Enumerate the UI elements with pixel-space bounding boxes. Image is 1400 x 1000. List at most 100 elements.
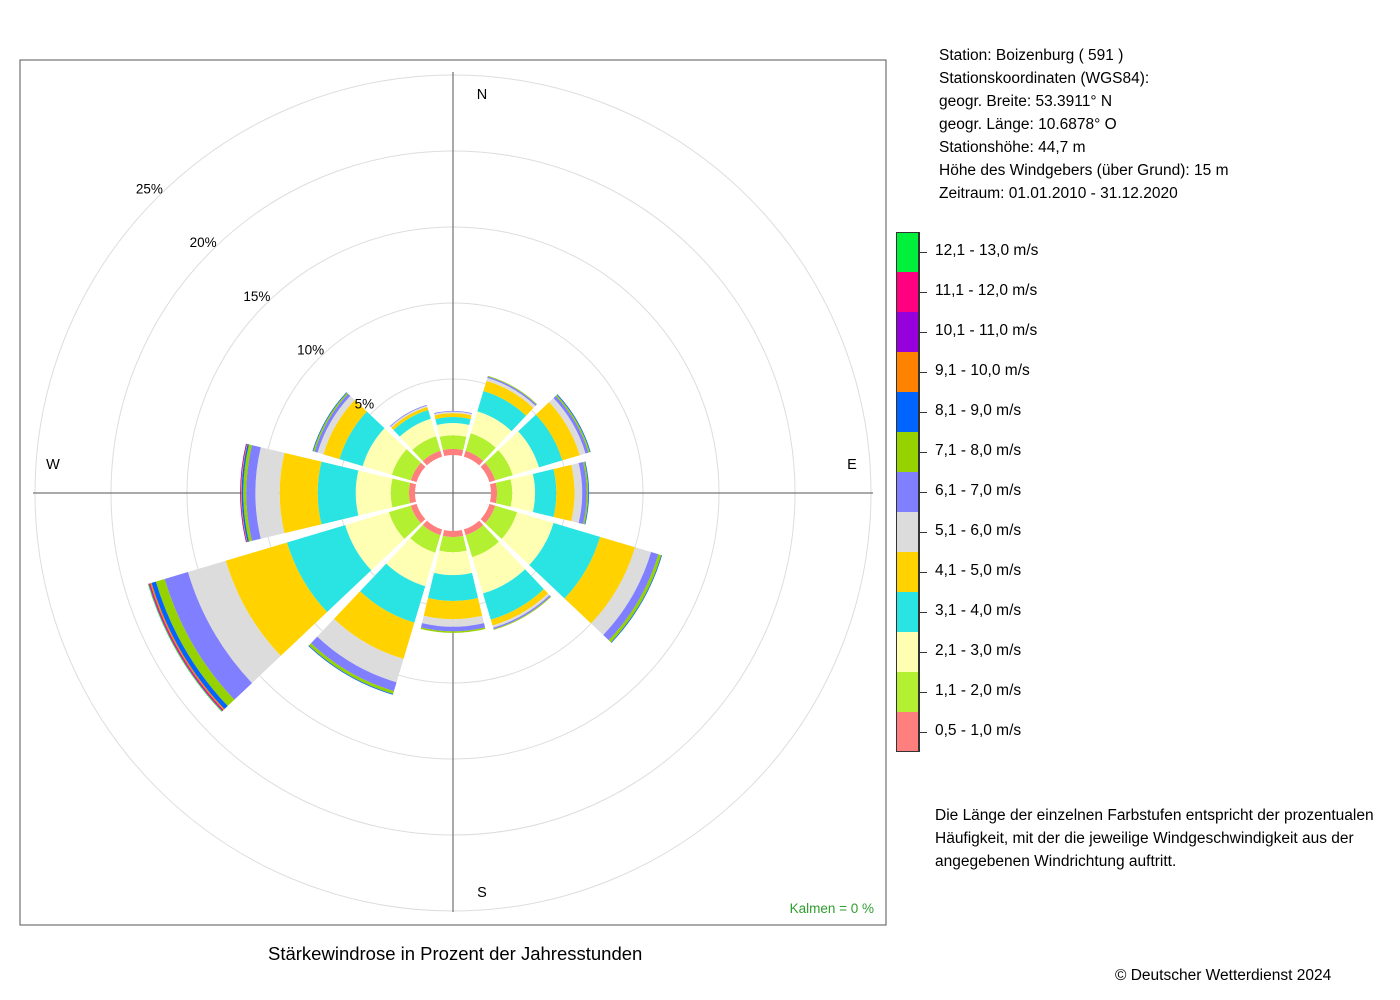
sector-ssw-5 — [333, 591, 415, 660]
sector-w-3 — [355, 470, 393, 516]
legend-label: 3,1 - 4,0 m/s — [935, 602, 1022, 619]
legend-tick — [919, 292, 927, 293]
plot-frame — [19, 59, 887, 926]
legend-label: 10,1 - 11,0 m/s — [935, 322, 1038, 339]
sector-n-5 — [434, 413, 472, 420]
sector-wsw-4 — [286, 525, 372, 613]
legend-tick — [919, 612, 927, 613]
sector-ono-5 — [535, 402, 580, 461]
direction-label-n: N — [477, 87, 487, 103]
anemometer-height: Höhe des Windgebers (über Grund): 15 m — [939, 162, 1229, 179]
copyright-text: © Deutscher Wetterdienst 2024 — [1115, 967, 1332, 984]
sector-w-8 — [243, 444, 252, 542]
sector-nnw-6 — [390, 405, 428, 428]
sector-oso-5 — [564, 536, 636, 624]
ring-label: 10% — [297, 343, 324, 358]
sector-ono-6 — [549, 397, 586, 456]
sector-w-11 — [240, 443, 247, 543]
sector-w-9 — [241, 444, 249, 542]
legend-tick — [919, 252, 927, 253]
station-longitude: geogr. Länge: 10.6878° O — [939, 116, 1117, 133]
sector-nno-5 — [483, 380, 534, 416]
chart-title: Stärkewindrose in Prozent der Jahresstun… — [268, 943, 643, 964]
sector-ssw-3 — [386, 538, 436, 587]
legend-label: 5,1 - 6,0 m/s — [935, 522, 1022, 539]
sector-nno-3 — [470, 411, 512, 448]
sector-wnw-4 — [339, 411, 385, 467]
sector-ssw-6 — [317, 618, 404, 683]
legend-tick — [919, 412, 927, 413]
station-elevation: Stationshöhe: 44,7 m — [939, 139, 1086, 156]
legend-tick — [919, 492, 927, 493]
sector-o-9 — [584, 461, 590, 525]
sector-o-2 — [495, 479, 513, 507]
sector-s-3 — [433, 550, 473, 576]
legend-tick — [919, 332, 927, 333]
explanation-note: Die Länge der einzelnen Farbstufen entsp… — [935, 807, 1374, 870]
sector-n-6 — [434, 411, 472, 416]
sector-s-6 — [422, 615, 484, 627]
sector-ono-2 — [485, 450, 513, 481]
sector-n-2 — [439, 435, 467, 451]
calm-label: Kalmen = 0 % — [790, 901, 874, 916]
sector-o-8 — [583, 461, 589, 525]
sector-w-10 — [240, 443, 248, 543]
legend-label: 7,1 - 8,0 m/s — [935, 442, 1022, 459]
sector-sso-3 — [472, 541, 526, 594]
sector-ono-4 — [518, 414, 563, 468]
direction-label-w: W — [46, 457, 60, 473]
sector-o-4 — [532, 469, 557, 517]
sector-oso-7 — [603, 552, 659, 641]
sector-s-5 — [423, 597, 483, 620]
sector-s-8 — [420, 627, 486, 633]
legend-tick — [919, 652, 927, 653]
sector-nnw-3 — [399, 418, 437, 450]
plot-area: 5% 10% 15% 20% 25% — [33, 72, 873, 912]
sector-ssw-8 — [308, 643, 394, 695]
sector-nno-7 — [487, 376, 537, 406]
sector-s-2 — [439, 535, 467, 553]
sector-o-3 — [510, 473, 536, 513]
sector-w-7 — [246, 445, 261, 541]
station-name: Station: Boizenburg ( 591 ) — [939, 47, 1124, 64]
sector-oso-3 — [501, 512, 554, 566]
sector-oso-2 — [485, 505, 518, 539]
sector-oso-6 — [591, 547, 652, 636]
sector-s-4 — [427, 572, 479, 601]
sector-wnw-6 — [317, 395, 355, 455]
sector-nnw-2 — [412, 436, 441, 461]
legend-label: 11,1 - 12,0 m/s — [935, 282, 1038, 299]
legend-tick — [919, 372, 927, 373]
legend-tick — [919, 532, 927, 533]
sector-oso-1 — [480, 503, 496, 524]
legend-label: 2,1 - 3,0 m/s — [935, 642, 1022, 659]
legend-label: 1,1 - 2,0 m/s — [935, 682, 1022, 699]
legend-tick — [919, 692, 927, 693]
sector-n-4 — [435, 417, 471, 425]
sector-nnw-4 — [393, 409, 431, 437]
sector-ssw-2 — [410, 525, 441, 553]
sector-nno-2 — [465, 433, 496, 461]
sector-wsw-7 — [164, 572, 253, 700]
direction-label-s: S — [477, 885, 487, 901]
legend-label: 4,1 - 5,0 m/s — [935, 562, 1022, 579]
sector-w-1 — [408, 482, 417, 504]
sector-wsw-8 — [155, 578, 235, 707]
sector-s-1 — [442, 529, 464, 538]
sector-w-5 — [279, 452, 322, 534]
sector-ssw-7 — [310, 636, 397, 692]
sector-o-7 — [578, 462, 587, 524]
sector-s-7 — [420, 623, 486, 632]
sector-wsw-1 — [410, 503, 426, 524]
sector-nnw-1 — [422, 450, 443, 466]
station-info: Station: Boizenburg ( 591 ) Stationskoor… — [939, 44, 1228, 205]
legend-frame — [896, 232, 920, 752]
sector-sso-2 — [465, 525, 499, 558]
sector-wsw-6 — [187, 560, 281, 684]
sector-wnw-7 — [314, 393, 351, 453]
sector-o-1 — [489, 482, 498, 504]
direction-label-e: E — [847, 457, 857, 473]
legend-tick — [919, 452, 927, 453]
sector-ono-7 — [553, 395, 589, 454]
sector-ono-1 — [480, 462, 496, 483]
